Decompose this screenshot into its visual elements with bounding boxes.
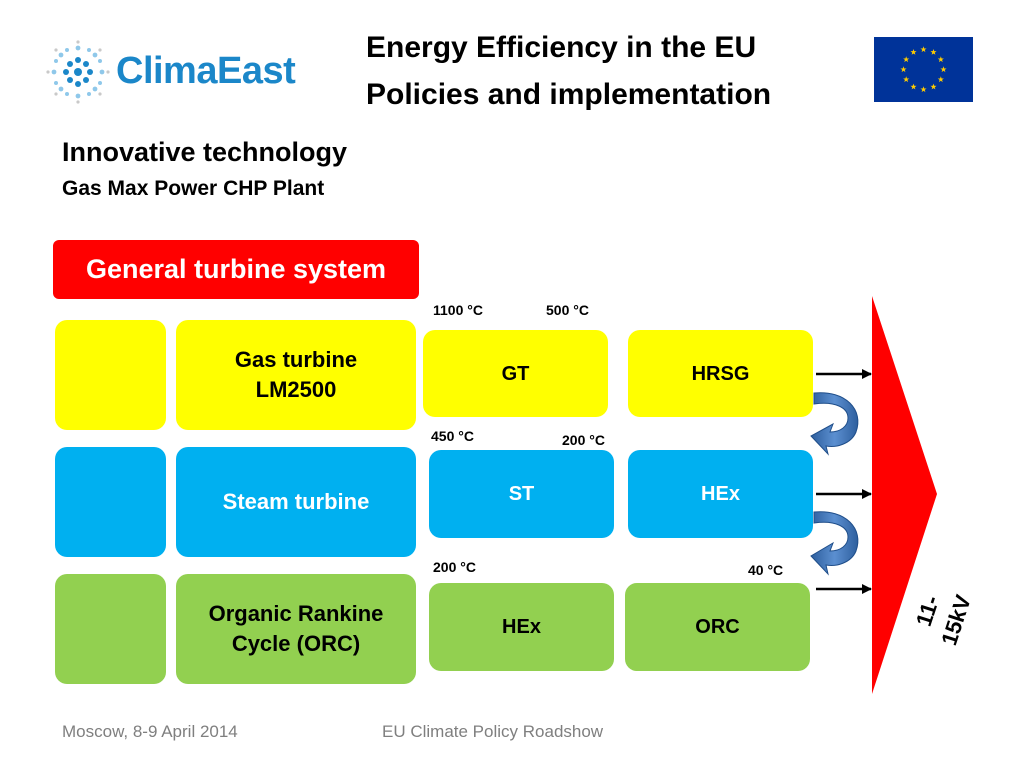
- temp-st-out: 200 °C: [562, 432, 605, 448]
- eu-star-icon: [930, 83, 937, 90]
- eu-flag-icon: [874, 37, 973, 102]
- page-title-line1: Energy Efficiency in the EU: [366, 31, 757, 64]
- eu-star-icon: [910, 83, 917, 90]
- logo-text: ClimaEast: [116, 50, 296, 92]
- eu-star-icon: [910, 48, 917, 55]
- eu-star-icon: [903, 76, 910, 83]
- eu-star-icon: [920, 46, 927, 53]
- orc-hex-label: HEx: [502, 616, 541, 638]
- eu-star-icon: [920, 86, 927, 93]
- eu-star-icon: [903, 56, 910, 63]
- hrsg-box: HRSG: [628, 330, 813, 417]
- orc-hex-box: HEx: [429, 583, 614, 671]
- curved-arrow-steam-to-orc: [810, 511, 859, 576]
- gas-turbine-label-line2: LM2500: [255, 377, 337, 402]
- section-heading: Innovative technology: [62, 137, 348, 167]
- hrsg-label: HRSG: [691, 362, 750, 385]
- footer-location-date: Moscow, 8-9 April 2014: [62, 722, 238, 741]
- steam-row-indicator: [55, 447, 166, 557]
- eu-star-icon: [900, 66, 907, 73]
- output-voltage-label: 11-15kV: [910, 591, 976, 649]
- climaeast-logo-icon: [46, 40, 110, 104]
- orc-box: ORC: [625, 583, 810, 671]
- orc-label-line2: Cycle (ORC): [231, 631, 361, 656]
- gt-box: GT: [423, 330, 608, 417]
- gt-label: GT: [501, 362, 530, 385]
- gas-row-indicator: [55, 320, 166, 430]
- section-subheading: Gas Max Power CHP Plant: [62, 177, 325, 200]
- steam-hex-label: HEx: [701, 483, 740, 505]
- steam-hex-box: HEx: [628, 450, 813, 538]
- orc-label-line1: Organic Rankine: [208, 601, 384, 626]
- temp-st-in: 450 °C: [431, 428, 474, 444]
- eu-star-icon: [930, 48, 937, 55]
- gas-turbine-label-box: Gas turbine LM2500: [176, 320, 416, 430]
- orc-label-box: Organic Rankine Cycle (ORC): [176, 574, 416, 684]
- orc-row-indicator: [55, 574, 166, 684]
- curved-arrow-gas-to-steam: [810, 392, 859, 456]
- temp-orc-in: 200 °C: [433, 559, 476, 575]
- st-label: ST: [508, 483, 535, 505]
- orc-unit-label: ORC: [695, 616, 740, 638]
- eu-star-icon: [937, 76, 944, 83]
- temp-orc-out: 40 °C: [748, 562, 784, 578]
- st-box: ST: [429, 450, 614, 538]
- footer-event-name: EU Climate Policy Roadshow: [382, 722, 604, 741]
- steam-turbine-label: Steam turbine: [222, 489, 370, 514]
- temp-gt-in: 1100 °C: [433, 302, 483, 318]
- gas-turbine-label-line1: Gas turbine: [234, 347, 358, 372]
- eu-star-icon: [937, 56, 944, 63]
- general-turbine-system-banner: General turbine system: [53, 240, 419, 299]
- steam-turbine-label-box: Steam turbine: [176, 447, 416, 557]
- page-title-line2: Policies and implementation: [366, 78, 772, 111]
- eu-star-icon: [940, 66, 947, 73]
- temp-gt-out: 500 °C: [546, 302, 589, 318]
